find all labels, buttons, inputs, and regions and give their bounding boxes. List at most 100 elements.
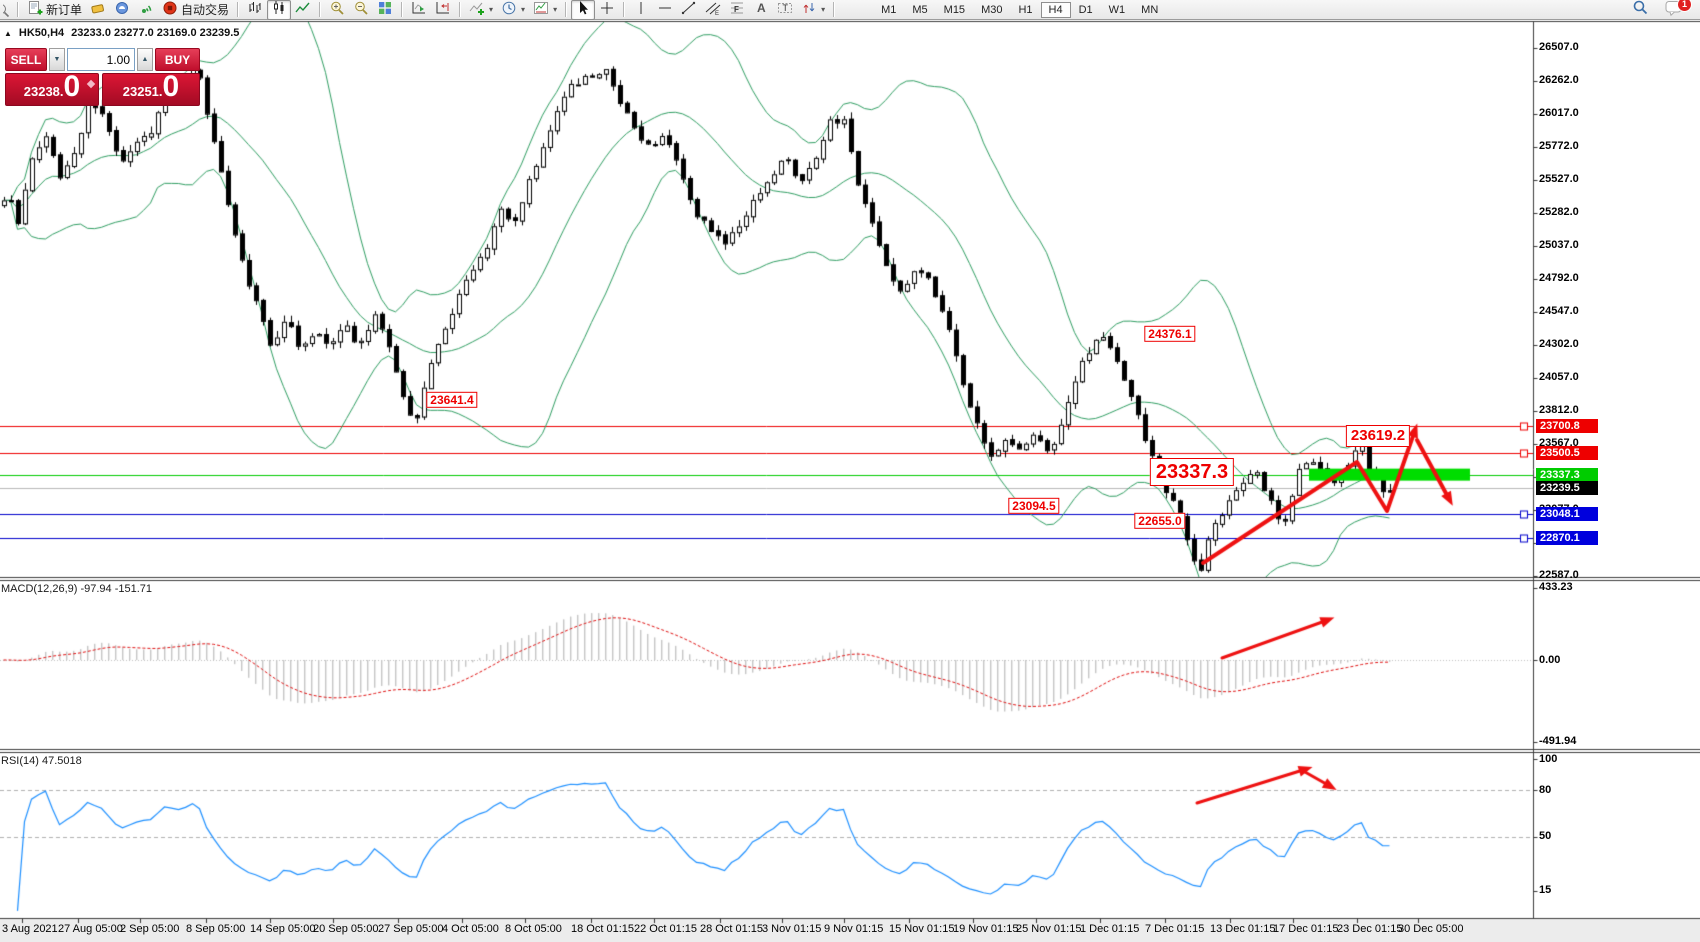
time-axis[interactable]: 3 Aug 2021 27 Aug 05:00 2 Sep 05:00 8 Sep 0… (0, 919, 1700, 942)
svg-text:F: F (734, 5, 739, 14)
bar-chart-icon (247, 0, 263, 19)
arrows-button[interactable]: ▾ (797, 0, 829, 20)
price-callout-label[interactable]: 23094.5 (1008, 497, 1060, 515)
notifications-button[interactable]: 1 (1661, 0, 1692, 20)
zoom-out-icon (353, 0, 369, 19)
bar-chart-button[interactable] (243, 0, 267, 20)
text-button[interactable]: A (749, 0, 773, 20)
clipped-magnifier-icon[interactable] (2, 0, 13, 20)
price-callout-label[interactable]: 23619.2 (1345, 425, 1411, 447)
signals-button[interactable] (134, 0, 158, 20)
chevron-down-icon[interactable]: ▾ (489, 5, 494, 14)
time-axis-label: 22 Oct 01:15 (634, 923, 697, 935)
chevron-down-icon[interactable]: ▾ (553, 5, 558, 14)
crosshair-button[interactable] (595, 0, 619, 20)
price-axis-tick: 24302.0 (1539, 338, 1579, 351)
tab-timeframe-d1[interactable]: D1 (1078, 3, 1093, 16)
text-label-icon: T (777, 0, 793, 19)
arrows-icon (801, 0, 817, 19)
tab-timeframe-mn[interactable]: MN (1141, 3, 1159, 16)
tab-timeframe-m30[interactable]: M30 (981, 3, 1003, 16)
volume-decrease-button[interactable]: ▼ (49, 48, 65, 71)
toolbar-separator (319, 2, 322, 17)
price-tag: 23048.1 (1536, 506, 1598, 521)
indicators-button[interactable]: ▾ (465, 0, 497, 20)
tile-windows-button[interactable] (373, 0, 397, 20)
toolbar-separator (459, 2, 462, 17)
buy-button[interactable]: BUY (155, 48, 200, 71)
cursor-button[interactable] (571, 0, 596, 20)
time-axis-label: 4 Oct 05:00 (442, 923, 499, 935)
volume-input[interactable] (67, 48, 135, 71)
candlestick-icon (271, 0, 287, 19)
svg-text:E: E (715, 11, 719, 16)
chevron-down-icon[interactable]: ▾ (821, 5, 826, 14)
line-chart-button[interactable] (291, 0, 315, 20)
volume-increase-button[interactable]: ▲ (137, 48, 153, 71)
fibonacci-button[interactable]: F (725, 0, 749, 20)
periods-button[interactable]: ▾ (497, 0, 529, 20)
macd-indicator-label: MACD(12,26,9) -97.94 -151.71 (1, 583, 153, 595)
price-axis-tick: 26017.0 (1539, 107, 1579, 120)
tab-timeframe-h1[interactable]: H1 (1018, 3, 1033, 16)
rsi-axis-tick: 15 (1539, 884, 1552, 897)
chart-shift-button[interactable] (431, 0, 455, 20)
zoom-in-button[interactable] (325, 0, 349, 20)
sell-price-main: 23238. (23, 84, 64, 99)
time-axis-label: 9 Nov 01:15 (824, 923, 884, 935)
tab-timeframe-w1[interactable]: W1 (1108, 3, 1126, 16)
text-label-button[interactable]: T (773, 0, 797, 20)
tab-timeframe-m15[interactable]: M15 (943, 3, 966, 16)
sell-quote-button[interactable]: 23238. 0 (5, 70, 99, 106)
toolbar-separator (833, 2, 836, 17)
community-button[interactable] (110, 0, 134, 20)
price-axis-tick: 22587.0 (1539, 569, 1579, 582)
candlestick-chart-button[interactable] (267, 0, 292, 20)
toolbar-separator (565, 2, 568, 17)
time-axis-label: 14 Sep 05:00 (250, 923, 316, 935)
channel-icon: E (705, 0, 721, 19)
toolbar-separator (623, 2, 626, 17)
zoom-out-button[interactable] (349, 0, 373, 20)
search-button[interactable] (1627, 0, 1653, 20)
price-axis-tick: 24792.0 (1539, 272, 1579, 285)
price-callout-label[interactable]: 23641.4 (426, 391, 478, 409)
time-axis-label: 3 Aug 2021 (2, 923, 58, 935)
sell-price-big: 0 (63, 70, 81, 103)
auto-trading-button[interactable]: 自动交易 (158, 0, 233, 20)
chart-shift-icon (435, 0, 451, 19)
price-callout-label[interactable]: 24376.1 (1144, 325, 1196, 343)
templates-button[interactable]: ▾ (529, 0, 561, 20)
toolbar-separator (401, 2, 404, 17)
tab-timeframe-h4[interactable]: H4 (1040, 1, 1071, 18)
price-tag: 23700.8 (1536, 418, 1598, 433)
buy-quote-button[interactable]: 23251. 0 (102, 72, 200, 106)
tile-windows-icon (377, 0, 393, 19)
deposit-gold-button[interactable] (86, 0, 110, 20)
price-axis-tick: 25527.0 (1539, 173, 1579, 186)
new-order-icon (27, 0, 43, 19)
price-axis-tick: 25282.0 (1539, 206, 1579, 219)
time-axis-label: 25 Nov 01:15 (1016, 923, 1082, 935)
new-order-button[interactable]: 新订单 (23, 0, 86, 20)
equidistant-channel-button[interactable]: E (701, 0, 725, 20)
template-icon (533, 0, 549, 19)
trendline-button[interactable] (677, 0, 701, 20)
price-callout-label[interactable]: 22655.0 (1134, 512, 1186, 530)
horizontal-line-button[interactable] (653, 0, 677, 20)
time-axis-label: 15 Nov 01:15 (889, 923, 955, 935)
tab-timeframe-m1[interactable]: M1 (881, 3, 897, 16)
time-axis-label: 19 Nov 01:15 (953, 923, 1019, 935)
one-click-trading-panel[interactable]: SELL ▼ ▲ BUY 23238.0 23251.0 (5, 48, 200, 106)
chevron-down-icon[interactable]: ▾ (521, 5, 526, 14)
vertical-line-button[interactable] (629, 0, 653, 20)
tab-timeframe-m5[interactable]: M5 (912, 3, 928, 16)
indicators-icon (469, 0, 485, 19)
svg-text:A: A (757, 1, 766, 15)
sell-button[interactable]: SELL (5, 48, 47, 71)
price-callout-label[interactable]: 23337.3 (1149, 458, 1235, 486)
auto-scroll-button[interactable] (407, 0, 431, 20)
crosshair-icon (599, 0, 615, 19)
